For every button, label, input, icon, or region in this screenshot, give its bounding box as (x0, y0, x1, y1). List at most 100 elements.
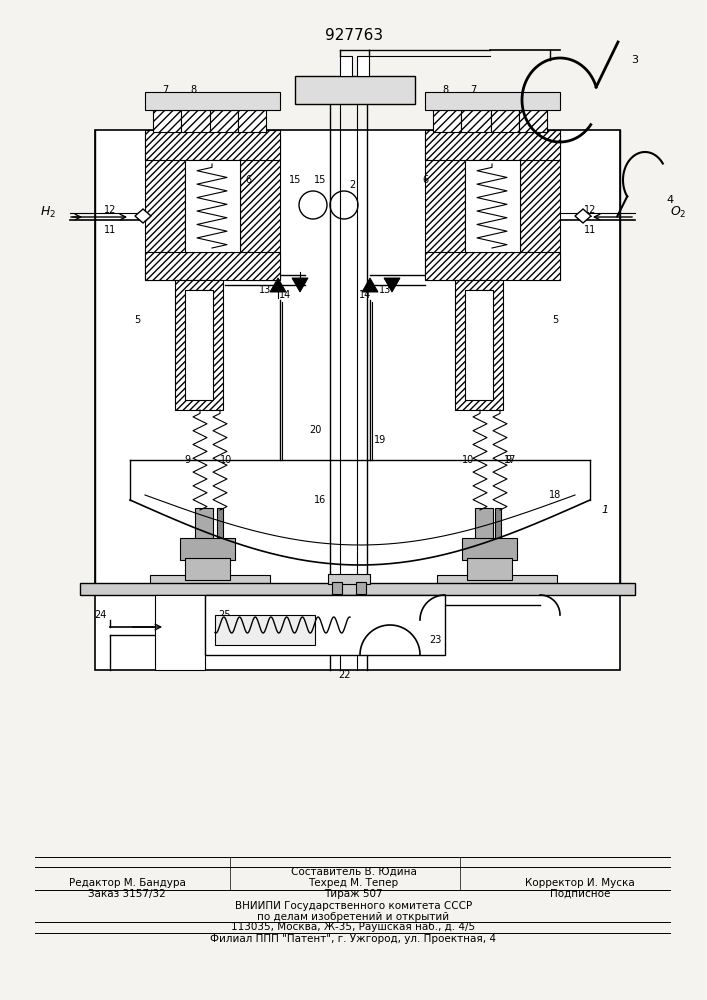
Text: 23: 23 (429, 635, 441, 645)
Text: 20: 20 (309, 425, 321, 435)
Text: 16: 16 (314, 495, 326, 505)
Text: 10: 10 (220, 455, 232, 465)
Text: $H_2$: $H_2$ (40, 204, 56, 220)
Bar (461, 110, 491, 132)
Bar (519, 110, 547, 132)
Polygon shape (362, 278, 378, 292)
Bar (467, 558, 512, 580)
Text: 21: 21 (480, 545, 492, 555)
Text: Редактор М. Бандура: Редактор М. Бандура (69, 878, 186, 888)
Text: Филиал ППП "Патент", г. Ужгород, ул. Проектная, 4: Филиал ППП "Патент", г. Ужгород, ул. Про… (211, 934, 496, 944)
Bar (185, 290, 213, 400)
Text: 24: 24 (94, 610, 106, 620)
Text: 13: 13 (259, 285, 271, 295)
Bar (150, 575, 270, 585)
Bar (175, 280, 223, 410)
Text: 3: 3 (631, 55, 638, 65)
Text: 927763: 927763 (325, 27, 383, 42)
Bar (425, 252, 560, 280)
Bar (491, 110, 519, 132)
Bar (475, 508, 493, 540)
Text: 6: 6 (422, 175, 428, 185)
Polygon shape (135, 209, 151, 223)
Bar (328, 574, 370, 584)
Text: 9: 9 (505, 455, 511, 465)
Text: 11: 11 (104, 225, 116, 235)
Polygon shape (384, 278, 400, 292)
Bar (205, 595, 445, 655)
Text: 2: 2 (349, 180, 355, 190)
Text: 12: 12 (584, 205, 596, 215)
Bar (455, 280, 503, 410)
Bar (465, 290, 493, 400)
Bar (468, 290, 490, 390)
Text: 19: 19 (374, 435, 386, 445)
Bar (465, 160, 520, 252)
Text: 18: 18 (549, 490, 561, 500)
Text: 22: 22 (339, 670, 351, 680)
Text: 1: 1 (602, 505, 609, 515)
Bar (155, 595, 205, 670)
Text: 8: 8 (442, 85, 448, 95)
Bar (188, 290, 210, 390)
Bar (217, 508, 223, 540)
Text: $O_2$: $O_2$ (670, 204, 686, 220)
Text: 15: 15 (314, 175, 326, 185)
Bar (332, 582, 342, 594)
Text: 4: 4 (667, 195, 674, 205)
Bar (145, 135, 185, 280)
Polygon shape (575, 209, 591, 223)
Bar (433, 110, 461, 132)
Bar (240, 135, 280, 280)
Text: 15: 15 (289, 175, 301, 185)
Bar (145, 92, 280, 110)
Text: 8: 8 (190, 85, 196, 95)
Text: 21: 21 (187, 545, 199, 555)
Text: 7: 7 (470, 85, 476, 95)
Bar (95, 130, 620, 670)
Text: 10: 10 (462, 455, 474, 465)
Bar (340, 56, 352, 76)
Bar (356, 582, 366, 594)
Text: Корректор И. Муска: Корректор И. Муска (525, 878, 635, 888)
Text: Подписное: Подписное (549, 889, 610, 899)
Text: 6: 6 (245, 175, 251, 185)
Text: ВНИИПИ Государственного комитета СССР: ВНИИПИ Государственного комитета СССР (235, 901, 472, 911)
Text: по делам изобретений и открытий: по делам изобретений и открытий (257, 912, 450, 922)
Bar (425, 135, 465, 280)
Bar (153, 110, 181, 132)
Bar (181, 110, 211, 132)
Text: Техред М. Тепер: Техред М. Тепер (308, 878, 399, 888)
Text: Заказ 3157/32: Заказ 3157/32 (88, 889, 166, 899)
Bar (295, 76, 415, 104)
Bar (425, 130, 560, 160)
Bar (185, 558, 230, 580)
Text: 11: 11 (584, 225, 596, 235)
Bar (145, 130, 280, 160)
Text: Составитель В. Юдина: Составитель В. Юдина (291, 867, 416, 877)
Text: 5: 5 (552, 315, 558, 325)
Bar (425, 92, 560, 110)
Bar (462, 538, 517, 560)
Text: 13: 13 (379, 285, 391, 295)
Bar (495, 508, 501, 540)
Text: 12: 12 (104, 205, 116, 215)
Bar (180, 538, 235, 560)
Text: 14: 14 (279, 290, 291, 300)
Bar (520, 135, 560, 280)
Polygon shape (292, 278, 308, 292)
Bar (437, 575, 557, 585)
Bar (80, 583, 635, 595)
Bar (357, 56, 369, 76)
Bar (185, 160, 240, 252)
Bar (145, 252, 280, 280)
Text: 17: 17 (504, 455, 516, 465)
Text: 14: 14 (359, 290, 371, 300)
Text: Тираж 507: Тираж 507 (325, 889, 382, 899)
Text: 25: 25 (218, 610, 231, 620)
Bar (238, 110, 266, 132)
Bar (215, 615, 315, 645)
Bar (210, 110, 238, 132)
Text: 7: 7 (162, 85, 168, 95)
Text: 5: 5 (134, 315, 140, 325)
